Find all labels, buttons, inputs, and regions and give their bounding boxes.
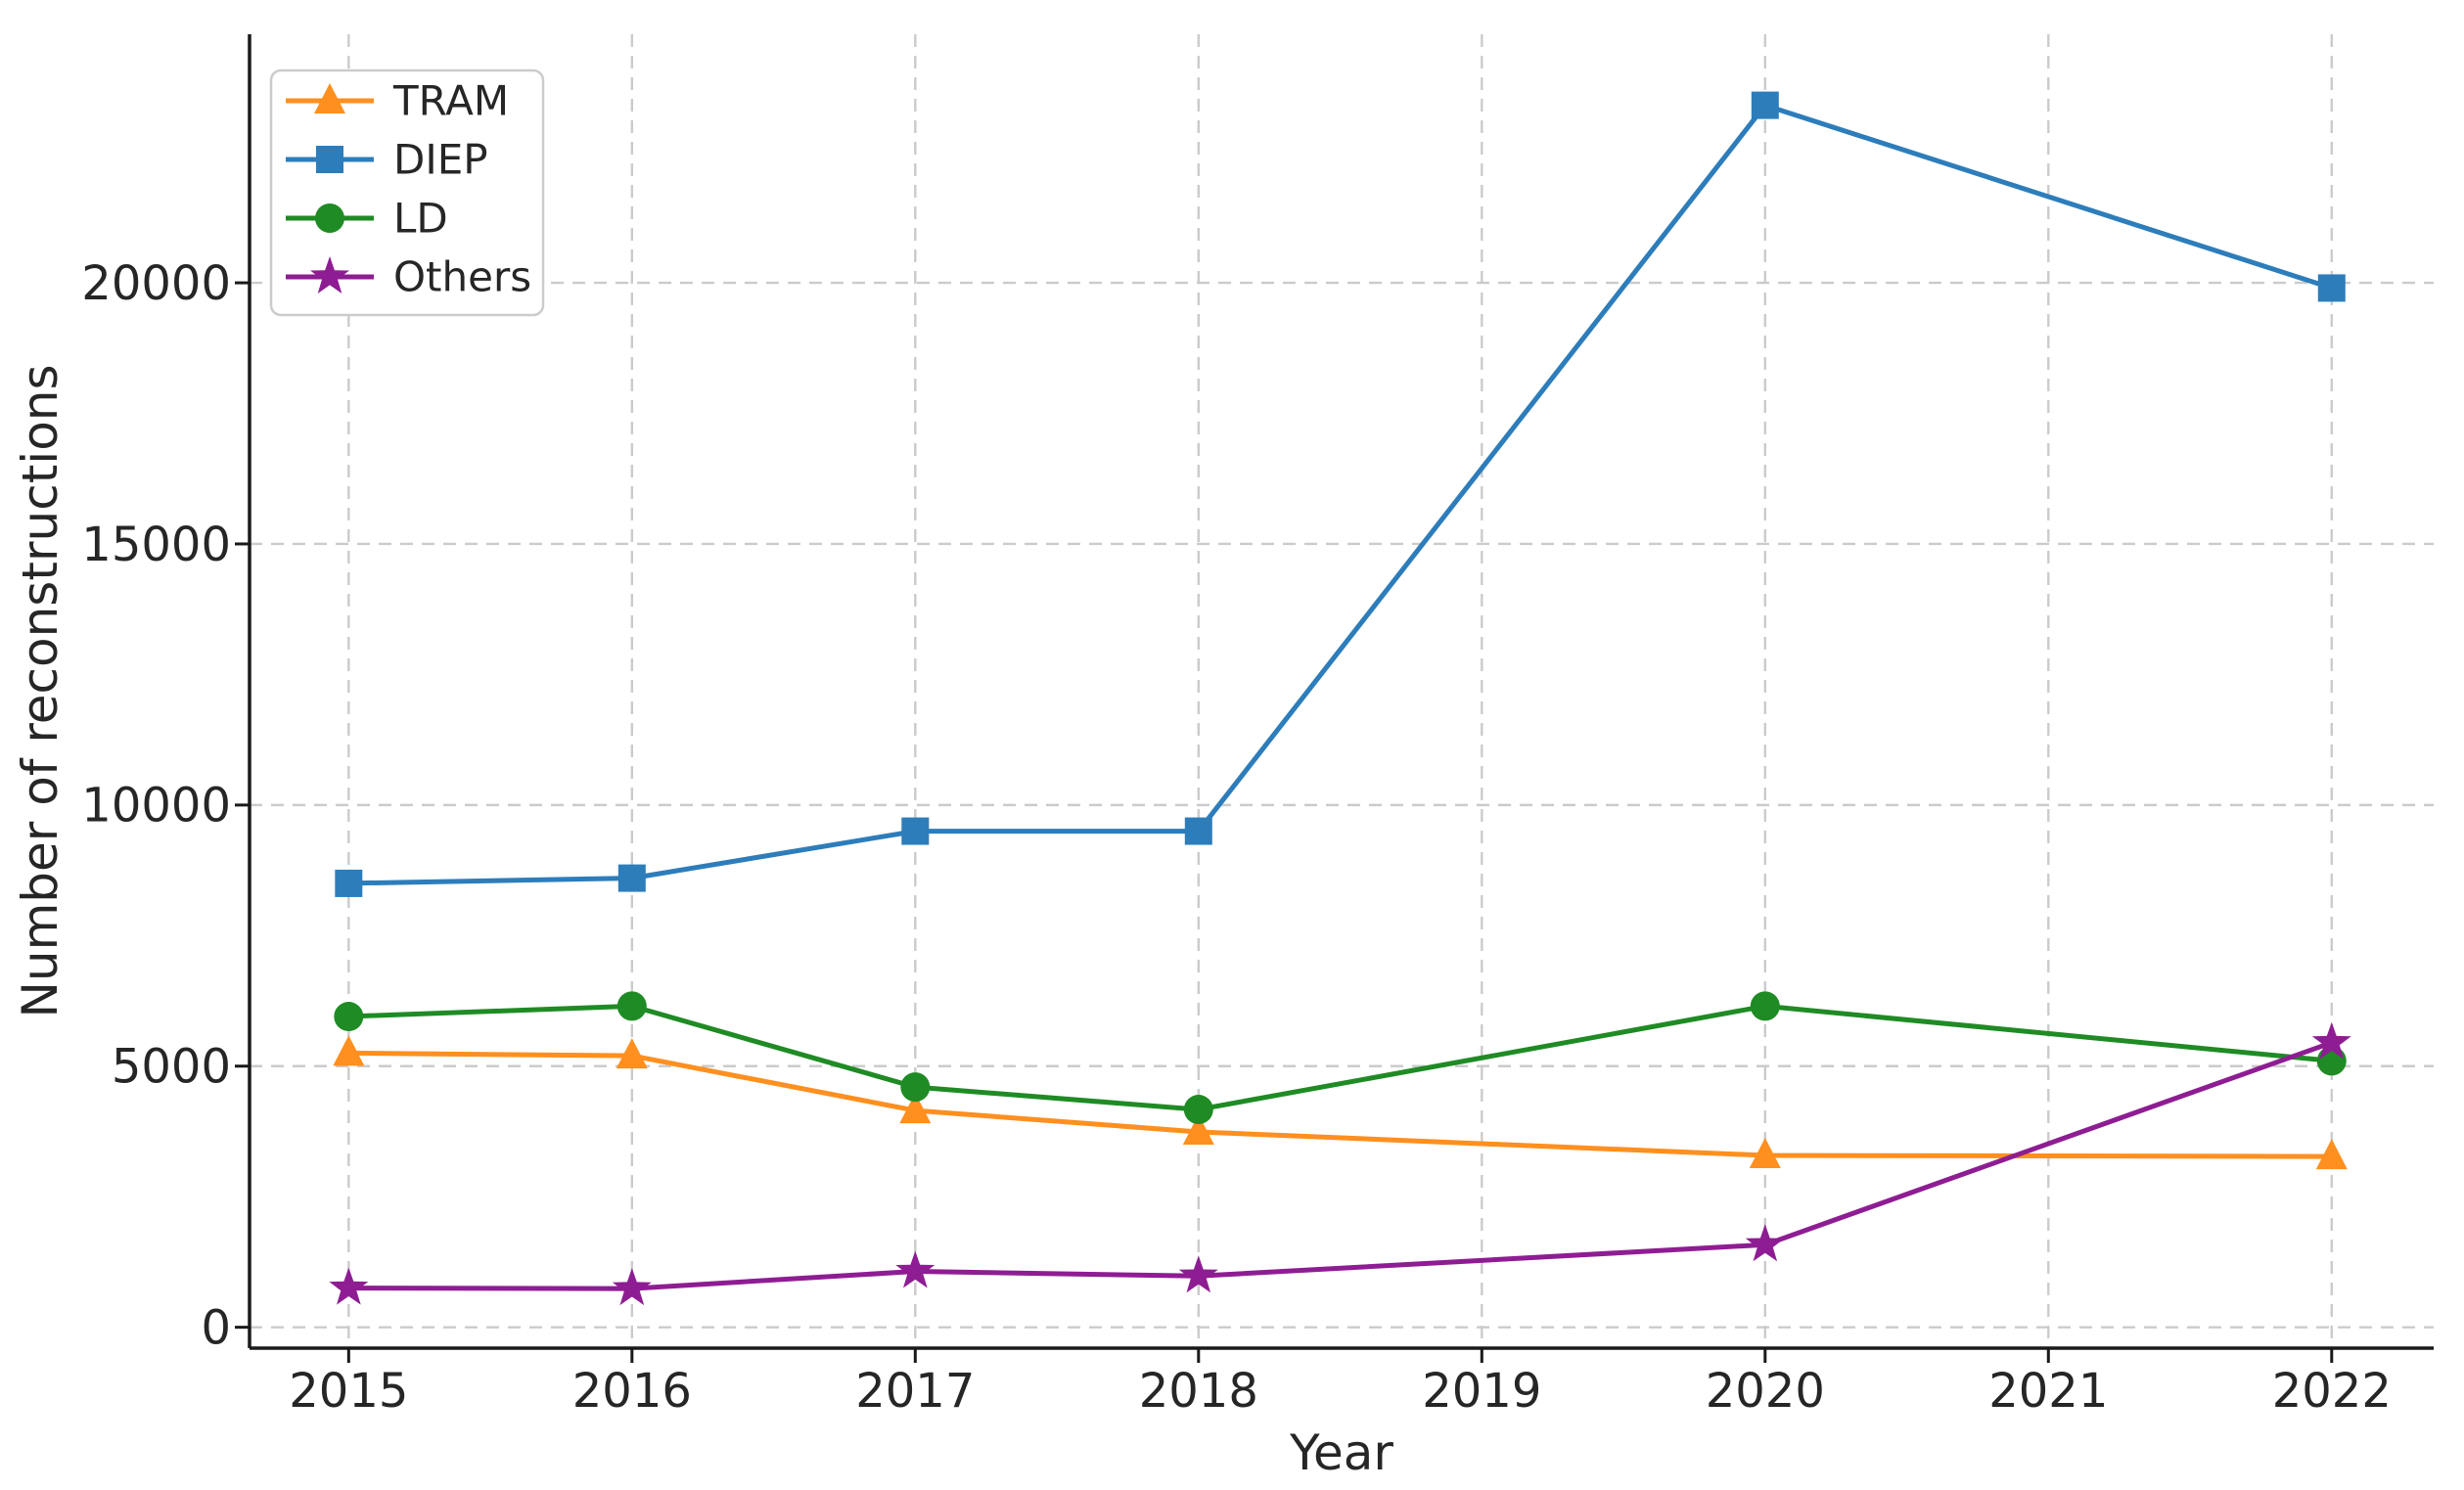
- series-line-LD: [345, 1003, 2335, 1112]
- marker-Others-2015: [329, 1267, 369, 1305]
- marker-DIEP-2017: [901, 817, 930, 845]
- series-line-Others: [345, 1040, 2335, 1291]
- y-axis-label: Number of reconstructions: [12, 364, 68, 1017]
- marker-TRAM-2015: [333, 1035, 365, 1066]
- legend-marker-Others: [310, 256, 349, 293]
- marker-LD-2016: [616, 991, 647, 1021]
- x-axis-label: Year: [1289, 1424, 1393, 1481]
- marker-TRAM-2016: [616, 1038, 648, 1069]
- marker-DIEP-2022: [2317, 274, 2346, 302]
- legend-label-LD: LD: [393, 195, 448, 243]
- marker-TRAM-2017: [899, 1093, 932, 1124]
- legend-box: [269, 68, 545, 317]
- legend: TRAM DIEP LD Others: [269, 68, 545, 317]
- marker-Others-2016: [612, 1268, 652, 1306]
- series-line-DIEP: [345, 103, 2335, 886]
- legend-item-LD: LD: [286, 195, 448, 243]
- series-Others: [329, 1021, 2351, 1306]
- marker-DIEP-2020: [1751, 91, 1779, 119]
- series-TRAM: [333, 1035, 2348, 1170]
- grid: [250, 34, 2434, 1348]
- marker-LD-2020: [1750, 991, 1780, 1021]
- ticks: 0 5000 10000 15000 20000 2015 2016 2017 2018 2019…: [81, 256, 2392, 1419]
- x-tick-label-2019: 2019: [1422, 1364, 1541, 1419]
- x-tick-label-2022: 2022: [2272, 1364, 2392, 1419]
- x-tick-label-2016: 2016: [572, 1364, 692, 1419]
- marker-DIEP-2018: [1184, 817, 1212, 845]
- series-DIEP: [335, 91, 2346, 897]
- series-LD: [334, 991, 2347, 1125]
- y-tick-label-15000: 15000: [81, 518, 231, 572]
- marker-TRAM-2020: [1749, 1138, 1781, 1169]
- legend-label-DIEP: DIEP: [393, 136, 488, 184]
- x-tick-label-2017: 2017: [855, 1364, 975, 1419]
- y-tick-label-5000: 5000: [112, 1040, 231, 1095]
- marker-TRAM-2022: [2315, 1139, 2348, 1170]
- marker-Others-2017: [895, 1250, 935, 1288]
- marker-LD-2017: [900, 1072, 931, 1103]
- y-tick-label-10000: 10000: [81, 779, 231, 834]
- x-tick-label-2015: 2015: [289, 1364, 408, 1419]
- legend-item-TRAM: TRAM: [286, 77, 509, 125]
- marker-TRAM-2018: [1182, 1114, 1214, 1146]
- y-tick-label-0: 0: [201, 1300, 231, 1355]
- legend-label-TRAM: TRAM: [392, 77, 509, 125]
- marker-Others-2020: [1745, 1224, 1785, 1262]
- legend-item-DIEP: DIEP: [286, 136, 488, 184]
- marker-LD-2018: [1183, 1095, 1213, 1125]
- marker-LD-2015: [334, 1002, 364, 1032]
- marker-DIEP-2016: [617, 864, 646, 892]
- series-line-TRAM: [345, 1050, 2335, 1159]
- legend-marker-TRAM: [314, 83, 345, 113]
- x-tick-label-2018: 2018: [1139, 1364, 1258, 1419]
- marker-Others-2018: [1178, 1255, 1218, 1293]
- marker-Others-2022: [2311, 1021, 2351, 1060]
- x-tick-label-2020: 2020: [1706, 1364, 1825, 1419]
- x-tick-label-2021: 2021: [1988, 1364, 2108, 1419]
- y-tick-label-20000: 20000: [81, 256, 231, 311]
- legend-marker-DIEP: [316, 146, 343, 173]
- legend-item-Others: Others: [286, 253, 531, 301]
- legend-marker-LD: [315, 203, 344, 233]
- legend-label-Others: Others: [393, 253, 531, 301]
- marker-DIEP-2015: [335, 869, 363, 897]
